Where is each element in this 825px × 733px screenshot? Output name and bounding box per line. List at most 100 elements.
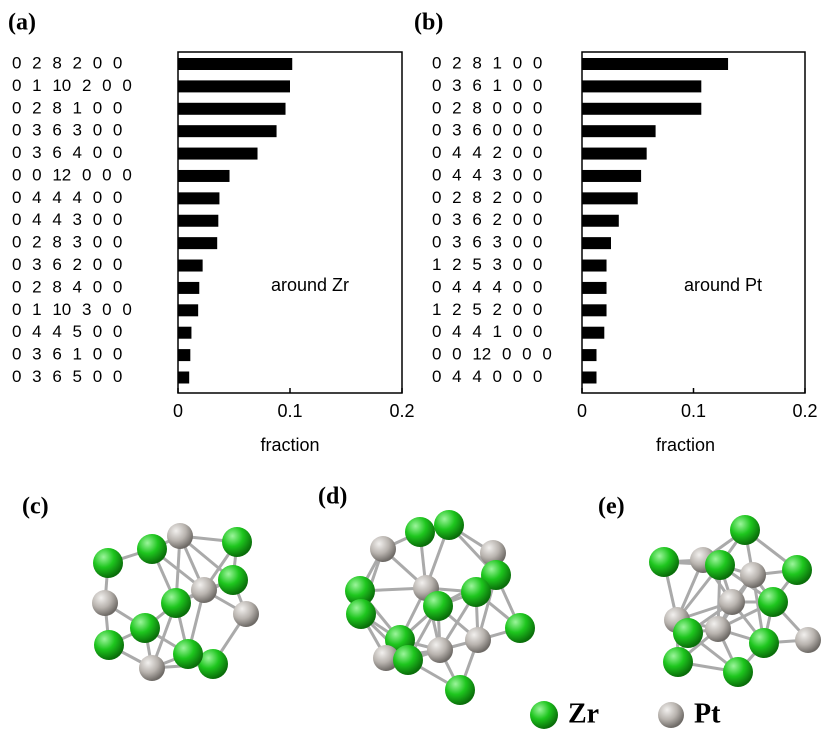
legend-swatch: [658, 702, 684, 728]
bar: [582, 260, 607, 272]
pt-atom: [92, 590, 118, 616]
pt-atom: [370, 536, 396, 562]
bar: [582, 58, 728, 70]
bar: [582, 349, 596, 361]
y-tick-label: 0 0 12 0 0 0: [12, 165, 132, 184]
zr-atom: [673, 618, 703, 648]
pt-atom: [427, 637, 453, 663]
zr-atom: [461, 577, 491, 607]
y-tick-label: 0 2 8 4 0 0: [12, 277, 122, 296]
y-tick-label: 0 2 8 1 0 0: [12, 98, 122, 117]
y-tick-label: 0 3 6 2 0 0: [432, 210, 542, 229]
y-tick-label: 0 3 6 3 0 0: [12, 121, 122, 140]
y-tick-label: 1 2 5 3 0 0: [432, 255, 542, 274]
y-tick-label: 0 3 6 4 0 0: [12, 143, 122, 162]
y-tick-label: 0 4 4 0 0 0: [432, 367, 542, 386]
bar: [582, 148, 647, 160]
pt-atom: [465, 627, 491, 653]
bar: [178, 58, 292, 70]
bar: [582, 304, 607, 316]
y-tick-label: 0 2 8 0 0 0: [432, 98, 542, 117]
legend-label: Zr: [568, 698, 599, 729]
x-tick-label: 0.1: [277, 401, 302, 421]
zr-atom: [434, 510, 464, 540]
bar: [178, 148, 258, 160]
bar: [582, 80, 701, 92]
bar: [178, 125, 277, 137]
panel-label: (a): [8, 10, 36, 36]
panel-label: (d): [318, 484, 347, 510]
bar: [178, 192, 219, 204]
bar: [178, 304, 198, 316]
bar: [582, 125, 656, 137]
y-tick-label: 0 2 8 1 0 0: [432, 53, 542, 72]
zr-atom: [705, 550, 735, 580]
panel-label: (e): [598, 494, 625, 520]
bar: [178, 371, 189, 383]
zr-atom: [346, 599, 376, 629]
y-tick-label: 0 4 4 1 0 0: [432, 322, 542, 341]
bar: [582, 192, 638, 204]
y-tick-label: 0 4 4 3 0 0: [432, 165, 542, 184]
bar: [582, 170, 641, 182]
x-axis-title: fraction: [260, 435, 319, 455]
pt-atom: [167, 523, 193, 549]
legend-label: Pt: [694, 698, 721, 729]
pt-atom: [705, 616, 731, 642]
zr-atom: [218, 565, 248, 595]
bar: [178, 260, 203, 272]
y-tick-label: 0 2 8 2 0 0: [12, 53, 122, 72]
y-tick-label: 0 0 12 0 0 0: [432, 345, 552, 364]
y-tick-label: 0 2 8 2 0 0: [432, 188, 542, 207]
annotation: around Zr: [271, 275, 349, 295]
bar: [582, 371, 596, 383]
y-tick-label: 0 4 4 4 0 0: [12, 188, 122, 207]
zr-atom: [749, 628, 779, 658]
y-tick-label: 0 4 4 4 0 0: [432, 277, 542, 296]
bar: [582, 327, 604, 339]
zr-atom: [723, 657, 753, 687]
y-tick-label: 0 4 4 2 0 0: [432, 143, 542, 162]
y-tick-label: 0 4 4 3 0 0: [12, 210, 122, 229]
y-tick-label: 0 3 6 3 0 0: [432, 233, 542, 252]
zr-atom: [93, 548, 123, 578]
bar: [178, 215, 218, 227]
bar: [178, 170, 230, 182]
zr-atom: [173, 639, 203, 669]
y-tick-label: 1 2 5 2 0 0: [432, 300, 542, 319]
y-tick-label: 0 1 10 2 0 0: [12, 76, 132, 95]
y-tick-label: 0 3 6 1 0 0: [432, 76, 542, 95]
zr-atom: [758, 587, 788, 617]
zr-atom: [130, 613, 160, 643]
bar: [582, 282, 607, 294]
bar: [178, 103, 286, 115]
bar: [178, 327, 191, 339]
bar: [582, 103, 701, 115]
y-tick-label: 0 4 4 5 0 0: [12, 322, 122, 341]
y-tick-label: 0 3 6 2 0 0: [12, 255, 122, 274]
x-tick-label: 0.1: [681, 401, 706, 421]
panel-label: (b): [414, 10, 443, 36]
pt-atom: [795, 627, 821, 653]
zr-atom: [405, 517, 435, 547]
clusters: [92, 510, 821, 705]
figure: (c) (d) (e) Zr Pt (a)00.10.2fractionarou…: [0, 0, 825, 733]
zr-atom: [94, 630, 124, 660]
zr-atom: [222, 527, 252, 557]
pt-atom: [740, 562, 766, 588]
pt-atom: [719, 589, 745, 615]
bar: [178, 349, 190, 361]
y-tick-label: 0 1 10 3 0 0: [12, 300, 132, 319]
pt-atom: [139, 655, 165, 681]
zr-atom: [137, 534, 167, 564]
zr-atom: [445, 675, 475, 705]
y-tick-label: 0 3 6 1 0 0: [12, 345, 122, 364]
pt-atom: [191, 577, 217, 603]
x-tick-label: 0: [577, 401, 587, 421]
annotation: around Pt: [684, 275, 762, 295]
legend-swatch: [530, 701, 558, 729]
y-tick-label: 0 2 8 3 0 0: [12, 233, 122, 252]
pt-atom: [233, 601, 259, 627]
x-axis-title: fraction: [656, 435, 715, 455]
zr-atom: [663, 647, 693, 677]
